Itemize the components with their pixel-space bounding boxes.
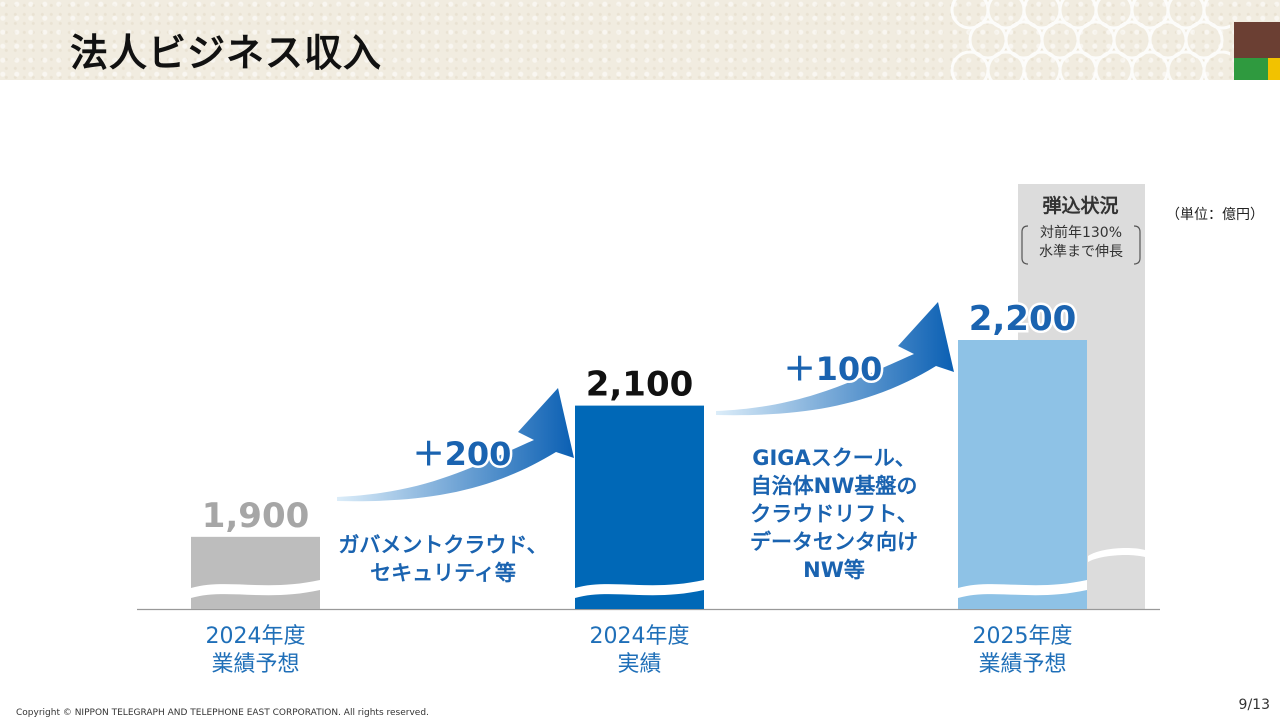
copyright: Copyright © NIPPON TELEGRAPH AND TELEPHO… xyxy=(16,708,429,718)
corner-accent-brown xyxy=(1234,22,1280,58)
progress-title: 弾込状況 xyxy=(1042,195,1119,217)
bar-2 xyxy=(575,405,704,609)
bar-1 xyxy=(191,536,320,609)
bar-value-label-2: 2,100 xyxy=(586,365,694,405)
increment-note-2-3: クラウドリフト、 xyxy=(750,502,918,526)
bar-value-label-3: 2,200 xyxy=(969,299,1077,339)
bar-break-1 xyxy=(191,580,320,598)
increment-arrow-1 xyxy=(337,388,574,502)
category-label-2-1: 2024年度 xyxy=(590,624,690,649)
progress-note-line2: 水準まで伸長 xyxy=(1039,244,1123,260)
increment-note-2-1: GIGAスクール、 xyxy=(752,446,916,470)
header-banner: 法人ビジネス収入 xyxy=(0,0,1280,80)
category-label-1-2: 業績予想 xyxy=(211,652,299,677)
category-label-3-1: 2025年度 xyxy=(973,624,1073,649)
unit-note: （単位：億円） xyxy=(1166,207,1264,223)
progress-bracket-left xyxy=(1021,225,1029,265)
bar-break-3 xyxy=(958,580,1087,598)
page-title: 法人ビジネス収入 xyxy=(70,31,383,75)
progress-axis-break xyxy=(1088,548,1145,562)
increment-note-2-2: 自治体NW基盤の xyxy=(751,474,918,498)
corner-accent-yellow xyxy=(1268,58,1280,80)
category-label-3-2: 業績予想 xyxy=(978,652,1066,677)
progress-note-line1: 対前年130% xyxy=(1039,225,1123,241)
category-label-2-2: 実績 xyxy=(617,652,661,677)
increment-arrow-2 xyxy=(716,302,954,416)
increment-note-1-2: セキュリティ等 xyxy=(370,561,516,585)
progress-bracket-right xyxy=(1133,225,1141,265)
increment-note-1-1: ガバメントクラウド、 xyxy=(338,533,547,557)
increment-note-2-5: NW等 xyxy=(803,558,865,582)
increment-note-2-4: データセンタ向け xyxy=(750,530,918,554)
progress-note: 対前年130% 水準まで伸長 xyxy=(1022,224,1140,262)
increment-label-2: ＋100 xyxy=(784,350,883,388)
bar-break-2 xyxy=(575,580,704,598)
page-number: 9/13 xyxy=(1238,697,1270,713)
bar-3 xyxy=(958,340,1087,609)
decorative-pattern xyxy=(950,0,1230,80)
increment-label-1: ＋200 xyxy=(413,435,512,473)
category-label-1-1: 2024年度 xyxy=(206,624,306,649)
bar-value-label-1: 1,900 xyxy=(202,496,310,536)
